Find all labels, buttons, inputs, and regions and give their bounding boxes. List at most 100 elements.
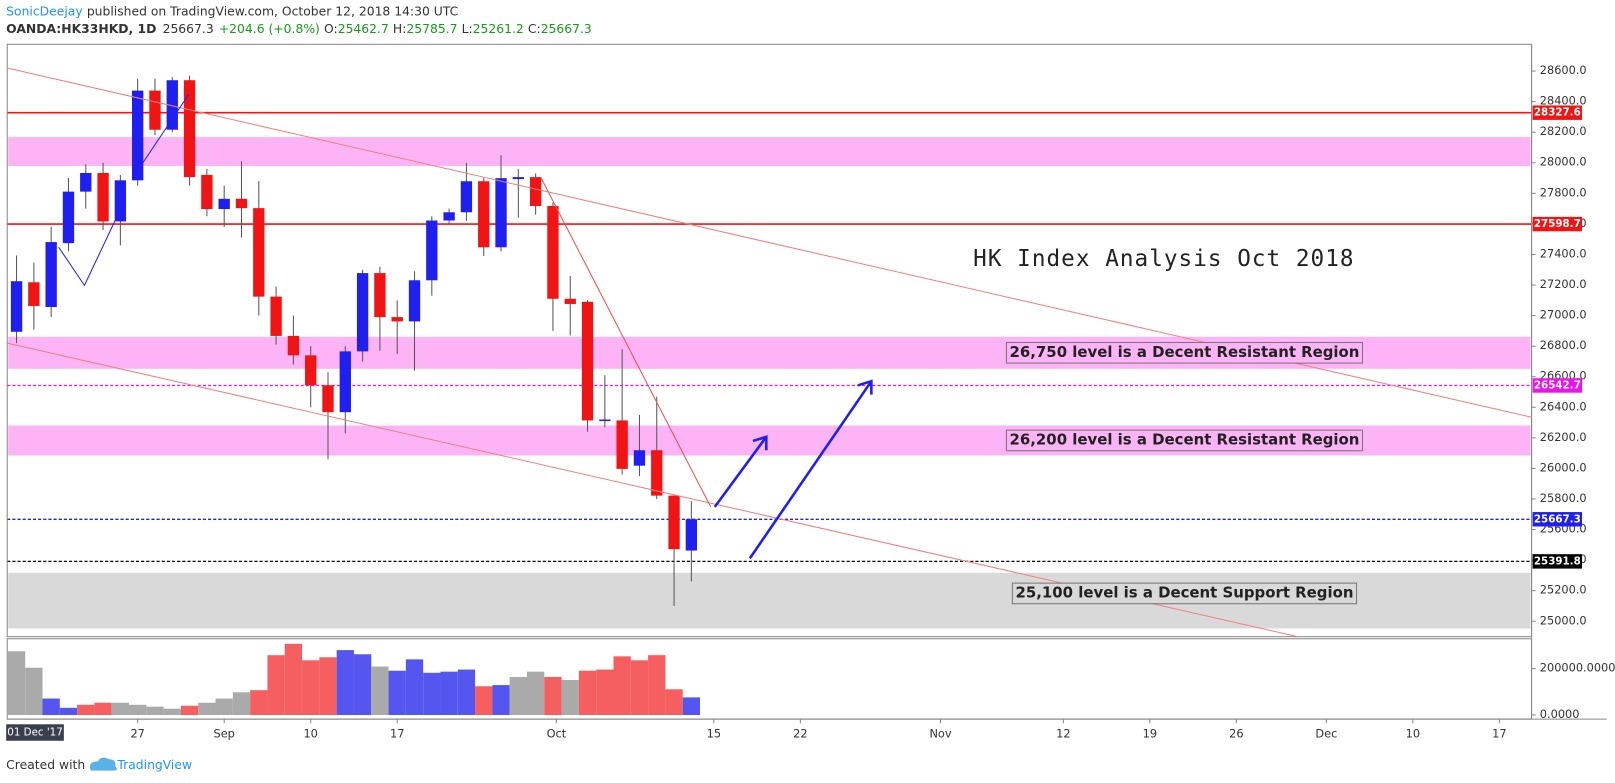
y-tick-label: 28600.0 [1540, 63, 1587, 77]
candle-body [305, 355, 317, 386]
y-tick-label: 28000.0 [1540, 155, 1587, 169]
candle-body [581, 301, 594, 421]
volume-bar [353, 654, 372, 716]
candle-body [10, 281, 23, 332]
candle-body [391, 317, 403, 322]
price-label-box [1532, 378, 1583, 393]
candle-body [633, 450, 646, 466]
volume-bar [77, 704, 95, 716]
volume-bar [596, 669, 614, 716]
x-tick-label: Sep [214, 727, 235, 741]
author[interactable]: SonicDeejay [6, 4, 83, 18]
volume-bar [267, 655, 285, 716]
y-tick-label: 26400.0 [1540, 399, 1587, 413]
zone-label: 26,750 level is a Decent Resistant Regio… [1010, 343, 1360, 361]
candle-body [339, 351, 351, 413]
candle-body [374, 273, 386, 318]
volume-tick-label: 200000.0000 [1540, 661, 1615, 675]
volume-bar [526, 671, 545, 716]
price-label: 28327.6 [1534, 107, 1581, 119]
logo [89, 757, 118, 771]
volume-bar [440, 671, 458, 716]
candle-body [97, 172, 109, 222]
candle-body [201, 174, 213, 210]
candle-body [512, 177, 524, 180]
volume-bar [42, 698, 60, 716]
y-tick-label: 27400.0 [1540, 246, 1587, 260]
y-tick-label: 26000.0 [1540, 460, 1587, 474]
x-tick-label: 22 [793, 727, 807, 741]
x-tick-label: 17 [390, 727, 404, 741]
y-tick-label: 26200.0 [1540, 430, 1587, 444]
volume-bar [59, 707, 78, 716]
candle-body [599, 419, 611, 422]
ohlc-label: O: [324, 21, 338, 35]
ohlc-value: 25667.3 [541, 21, 592, 35]
zone-label-box [1011, 582, 1358, 605]
last: 25667.3 [163, 21, 214, 35]
zone-label-box [1005, 429, 1364, 452]
volume-bar [302, 660, 320, 716]
volume-bar [25, 667, 43, 716]
volume-bar [613, 656, 631, 716]
candle-body [685, 519, 698, 551]
candle-body [114, 180, 127, 222]
candle-body [547, 206, 559, 299]
price-label: 25667.3 [1534, 513, 1581, 525]
candle-body [218, 198, 230, 210]
candle-body [183, 80, 196, 178]
candle-body [287, 335, 300, 356]
volume-bar [336, 650, 354, 716]
candle-body [460, 181, 473, 213]
volume-bar [250, 690, 268, 716]
candle-body [270, 296, 282, 336]
volume-bar [423, 672, 441, 716]
arrow [748, 380, 873, 560]
footer-text: Created with [6, 758, 85, 772]
candle-body [356, 273, 369, 352]
volume-bar [215, 698, 233, 716]
candle-body [616, 420, 628, 469]
volume-bar [180, 705, 199, 716]
volume-bar [630, 660, 649, 716]
volume-bar [319, 657, 337, 716]
x-tick-label: 15 [707, 727, 721, 741]
price-label: 25391.8 [1534, 555, 1581, 567]
ohlc-value: 25462.7 [338, 21, 389, 35]
trend-line [540, 176, 712, 508]
volume-bar [284, 643, 303, 716]
candle-body [132, 90, 144, 181]
volume-bar [232, 692, 251, 716]
price-label-box [1532, 554, 1583, 569]
candle-body [235, 198, 248, 209]
ohlc-label: C: [528, 21, 541, 35]
y-tick-label: 25800.0 [1540, 491, 1587, 505]
volume-tick-label: 0.0000 [1540, 707, 1580, 721]
candle-body [62, 191, 75, 244]
candle-body [443, 212, 455, 221]
header-line: SonicDeejay published on TradingView.com,… [6, 4, 458, 18]
change: +204.6 (+0.8%) [219, 21, 320, 35]
price-label-box [1532, 216, 1583, 232]
volume-bar [405, 659, 424, 716]
ohlc-label: H: [393, 21, 406, 35]
footer-brand[interactable]: TradingView [116, 758, 192, 772]
price-label-box [1532, 105, 1583, 120]
candle-body [495, 178, 507, 248]
volume-bar [371, 666, 389, 716]
candle-body [322, 385, 334, 413]
candle-body [668, 495, 680, 550]
candle-body [149, 90, 161, 130]
volume-bar [198, 702, 216, 716]
x-tick-label: 12 [1056, 727, 1070, 741]
symbol-line: OANDA:HK33HKD, 1D 25667.3 +204.6 (+0.8%) O:… [6, 21, 592, 35]
candle-body [564, 298, 576, 304]
zone-label: 26,200 level is a Decent Resistant Regio… [1010, 430, 1360, 448]
x-tick-label: Dec [1315, 727, 1337, 741]
candle-body [426, 220, 438, 281]
volume-bar [665, 689, 683, 716]
ohlc-label: L: [462, 21, 473, 35]
volume-bar [509, 676, 527, 716]
volume-bar [129, 704, 147, 716]
ohlc-value: 25261.2 [473, 21, 524, 35]
